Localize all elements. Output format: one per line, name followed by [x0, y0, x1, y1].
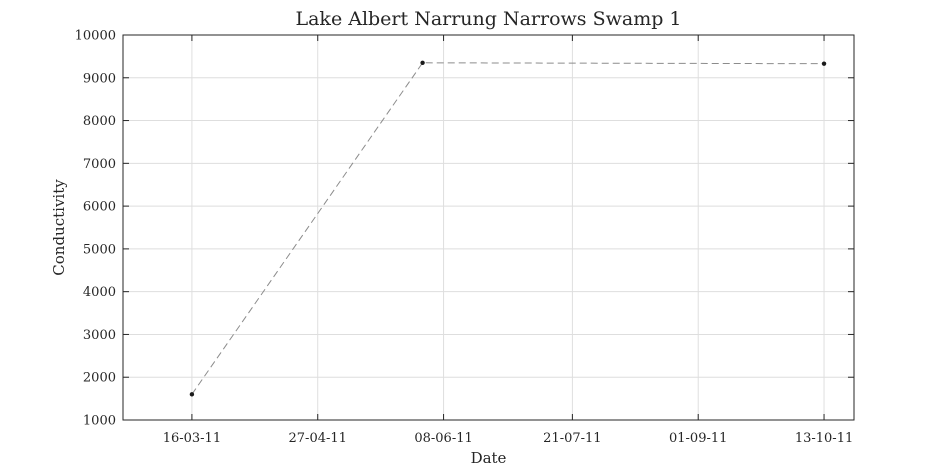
series-layer: [189, 60, 827, 397]
y-tick-label: 6000: [83, 200, 116, 215]
y-tick-label: 3000: [83, 328, 116, 343]
series-line: [191, 62, 825, 395]
x-tick-label: 01-09-11: [669, 431, 727, 446]
x-tick-label: 21-07-11: [543, 431, 601, 446]
x-tick-label: 13-10-11: [795, 431, 853, 446]
data-point: [821, 61, 827, 66]
grid-layer: [123, 34, 854, 421]
x-tick-label: 27-04-11: [289, 431, 347, 446]
y-tick-label: 10000: [75, 29, 116, 44]
tick-layer: 1000 2000 3000 4000 5000 6000 7000 8000 9000 1000…: [75, 29, 854, 446]
data-point: [420, 60, 425, 66]
y-tick-label: 1000: [83, 414, 116, 429]
y-tick-label: 2000: [83, 371, 116, 386]
plot-area-frame: [122, 34, 855, 421]
data-point: [189, 392, 195, 397]
chart-title: Lake Albert Narrung Narrows Swamp 1: [295, 8, 681, 30]
y-tick-label: 4000: [83, 285, 116, 300]
y-tick-label: 9000: [83, 71, 116, 86]
y-axis-label: Conductivity: [50, 179, 68, 276]
y-tick-label: 7000: [83, 157, 116, 172]
x-tick-label: 08-06-11: [414, 431, 472, 446]
y-tick-label: 8000: [83, 114, 116, 129]
y-tick-label: 5000: [83, 242, 116, 257]
x-tick-label: 16-03-11: [163, 431, 221, 446]
x-axis-label: Date: [471, 449, 507, 467]
